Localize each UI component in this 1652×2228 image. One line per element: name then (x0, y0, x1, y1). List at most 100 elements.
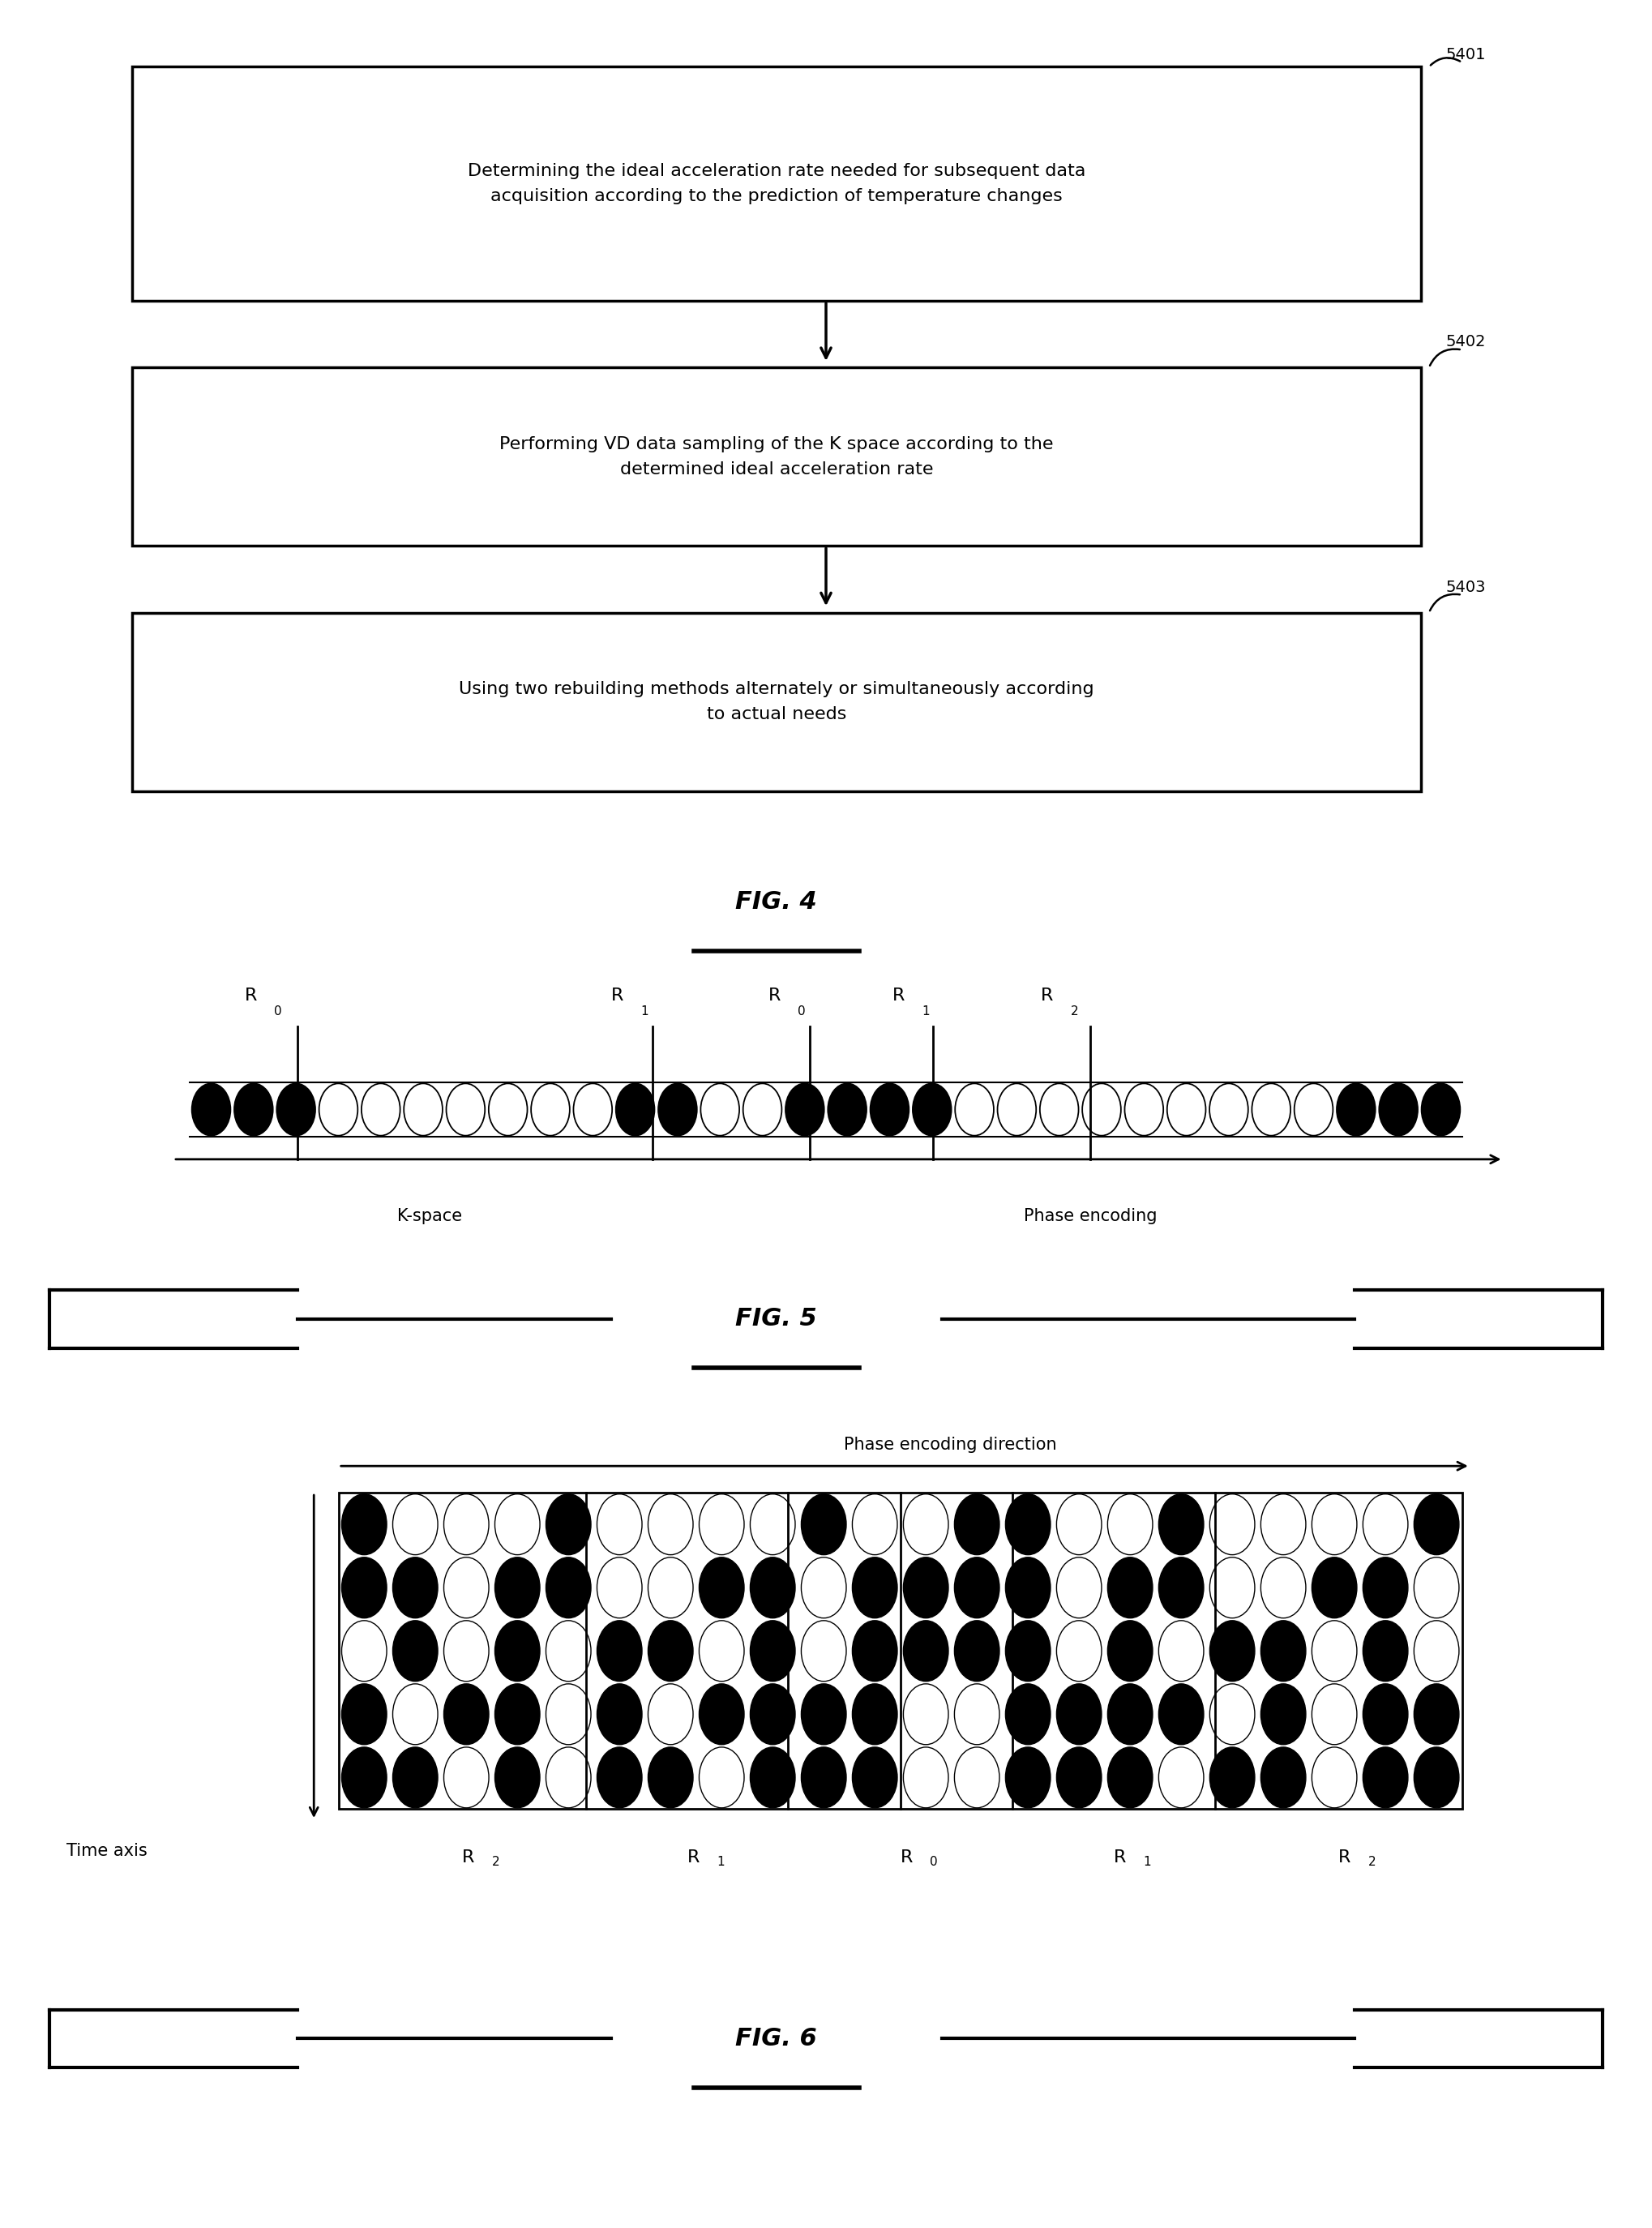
Circle shape (1082, 1083, 1122, 1136)
Circle shape (801, 1684, 846, 1745)
Text: Phase encoding: Phase encoding (1024, 1208, 1156, 1225)
Circle shape (496, 1684, 540, 1745)
Circle shape (955, 1747, 999, 1807)
Circle shape (648, 1747, 694, 1807)
Circle shape (489, 1083, 527, 1136)
Circle shape (904, 1684, 948, 1745)
Circle shape (444, 1684, 489, 1745)
Circle shape (1260, 1620, 1305, 1682)
Circle shape (912, 1083, 952, 1136)
Circle shape (1107, 1684, 1153, 1745)
Text: 5401: 5401 (1446, 47, 1485, 62)
Text: 2: 2 (1368, 1856, 1376, 1867)
Text: R: R (611, 987, 624, 1005)
Circle shape (852, 1620, 897, 1682)
Circle shape (1125, 1083, 1163, 1136)
Circle shape (1363, 1684, 1408, 1745)
Circle shape (1414, 1557, 1459, 1618)
Circle shape (648, 1620, 694, 1682)
Circle shape (1006, 1620, 1051, 1682)
Text: R: R (463, 1849, 474, 1865)
Circle shape (1209, 1083, 1249, 1136)
Circle shape (955, 1557, 999, 1618)
FancyBboxPatch shape (132, 368, 1421, 546)
Circle shape (545, 1557, 591, 1618)
Circle shape (362, 1083, 400, 1136)
Text: R: R (687, 1849, 699, 1865)
Circle shape (1006, 1684, 1051, 1745)
Circle shape (1294, 1083, 1333, 1136)
Text: 1: 1 (641, 1005, 649, 1018)
Circle shape (852, 1495, 897, 1555)
Circle shape (1414, 1684, 1459, 1745)
Circle shape (496, 1620, 540, 1682)
Circle shape (801, 1747, 846, 1807)
Circle shape (1260, 1557, 1305, 1618)
Circle shape (657, 1083, 697, 1136)
Circle shape (904, 1495, 948, 1555)
Circle shape (699, 1557, 743, 1618)
FancyBboxPatch shape (132, 67, 1421, 301)
Text: Phase encoding direction: Phase encoding direction (844, 1437, 1056, 1453)
Circle shape (545, 1495, 591, 1555)
Circle shape (871, 1083, 909, 1136)
Text: 5402: 5402 (1446, 334, 1485, 350)
Text: 2: 2 (492, 1856, 501, 1867)
Text: Using two rebuilding methods alternately or simultaneously according
to actual n: Using two rebuilding methods alternately… (459, 682, 1094, 722)
Circle shape (904, 1747, 948, 1807)
Circle shape (648, 1684, 694, 1745)
Circle shape (1057, 1684, 1102, 1745)
Circle shape (750, 1620, 795, 1682)
Circle shape (319, 1083, 358, 1136)
Circle shape (955, 1620, 999, 1682)
Circle shape (955, 1495, 999, 1555)
Circle shape (342, 1557, 387, 1618)
Circle shape (1363, 1495, 1408, 1555)
Text: 2: 2 (1070, 1005, 1079, 1018)
Circle shape (573, 1083, 613, 1136)
Circle shape (1252, 1083, 1290, 1136)
Circle shape (1363, 1620, 1408, 1682)
Circle shape (750, 1747, 795, 1807)
Circle shape (1312, 1495, 1356, 1555)
Circle shape (1421, 1083, 1460, 1136)
Circle shape (699, 1495, 743, 1555)
Circle shape (1039, 1083, 1079, 1136)
Circle shape (1057, 1495, 1102, 1555)
Circle shape (444, 1557, 489, 1618)
Circle shape (446, 1083, 486, 1136)
Circle shape (955, 1083, 995, 1136)
Circle shape (1158, 1620, 1204, 1682)
Circle shape (1006, 1495, 1051, 1555)
Circle shape (904, 1620, 948, 1682)
Circle shape (1158, 1557, 1204, 1618)
Circle shape (1312, 1620, 1356, 1682)
Circle shape (1209, 1495, 1256, 1555)
Circle shape (801, 1495, 846, 1555)
Text: FIG. 5: FIG. 5 (735, 1308, 818, 1330)
Circle shape (1158, 1684, 1204, 1745)
Text: R: R (1041, 987, 1054, 1005)
Circle shape (496, 1557, 540, 1618)
Circle shape (393, 1557, 438, 1618)
Circle shape (1057, 1620, 1102, 1682)
Circle shape (1312, 1557, 1356, 1618)
Circle shape (1414, 1747, 1459, 1807)
Circle shape (1107, 1557, 1153, 1618)
Text: FIG. 6: FIG. 6 (735, 2027, 818, 2050)
Circle shape (545, 1684, 591, 1745)
Circle shape (393, 1684, 438, 1745)
Circle shape (496, 1747, 540, 1807)
Circle shape (1107, 1620, 1153, 1682)
Text: K-space: K-space (396, 1208, 463, 1225)
Circle shape (743, 1083, 781, 1136)
Circle shape (801, 1557, 846, 1618)
Circle shape (276, 1083, 316, 1136)
Circle shape (1312, 1684, 1356, 1745)
Circle shape (342, 1495, 387, 1555)
Circle shape (750, 1684, 795, 1745)
Circle shape (616, 1083, 654, 1136)
Circle shape (1209, 1747, 1256, 1807)
Circle shape (699, 1747, 743, 1807)
Circle shape (342, 1747, 387, 1807)
